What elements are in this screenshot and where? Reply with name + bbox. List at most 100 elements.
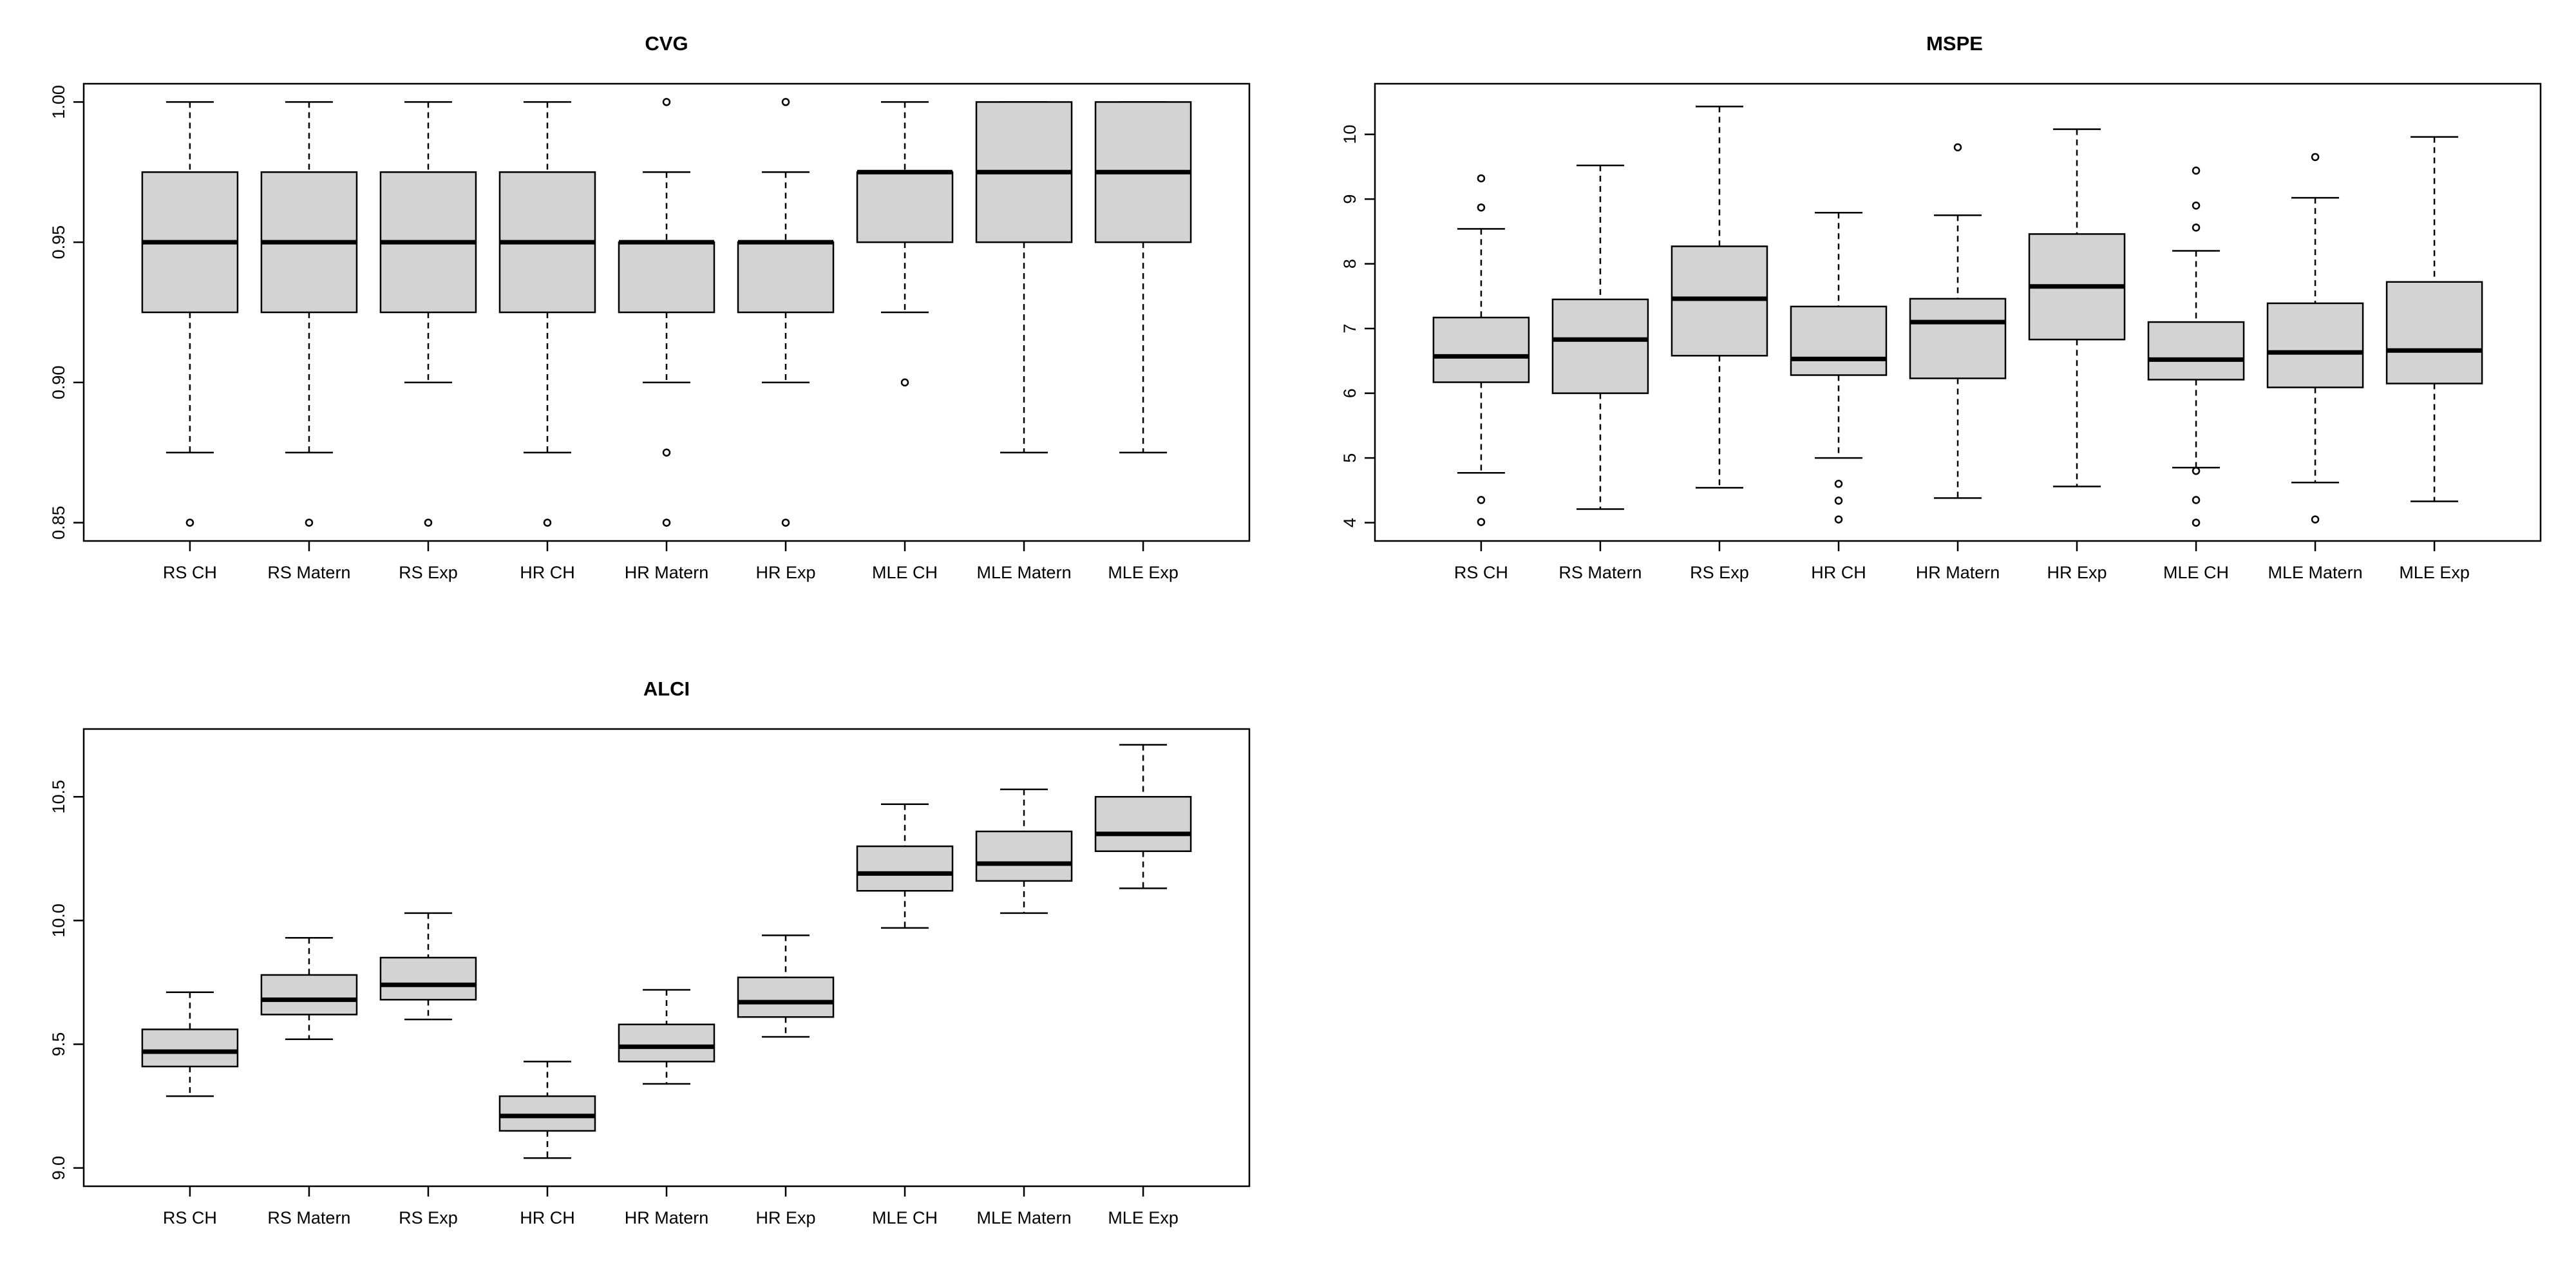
alci-category-label: RS Matern [267,1208,350,1227]
mspe-box-group [1790,211,1888,524]
alci-box-group [141,991,239,1097]
mspe-box [1671,245,1768,357]
mspe-outlier-point [1834,515,1843,524]
cvg-outlier-point [900,378,909,387]
mspe-box [2266,302,2364,388]
cvg-box-group [498,101,596,527]
cvg-box-group [379,101,477,527]
alci-category-label: HR Exp [756,1208,816,1227]
mspe-outlier-point [2311,515,2320,524]
mspe-outlier-point [2192,201,2201,210]
mspe-outlier-point [1477,496,1486,504]
mspe-outlier-point [1834,497,1843,505]
mspe-box [1909,298,2007,379]
alci-title: ALCI [643,677,690,700]
alci-box-group [1094,744,1192,889]
mspe-outlier-point [1834,480,1843,488]
alci-y-tick-label: 10.5 [49,780,68,814]
cvg-box-group [141,101,239,527]
cvg-category-label: MLE Exp [1108,563,1179,582]
mspe-y-tick-label: 9 [1340,194,1359,204]
cvg-panel: CVG 0.85 0.90 0.95 1.00 RS CH RS Matern RS Exp… [49,32,1251,582]
mspe-box-group [1671,106,1768,489]
alci-box [1094,795,1192,853]
mspe-category-label: RS CH [1454,563,1508,582]
alci-y-tick-label: 9.5 [49,1032,68,1057]
mspe-category-label: HR Exp [2047,563,2107,582]
cvg-category-label: RS CH [163,563,217,582]
mspe-box-group [1551,164,1649,510]
cvg-box-group [856,101,954,387]
cvg-category-label: RS Matern [267,563,350,582]
cvg-outlier-point [781,518,790,527]
mspe-title: MSPE [1926,32,1983,55]
mspe-category-label: HR CH [1811,563,1866,582]
alci-category-label: HR CH [520,1208,575,1227]
cvg-outlier-point [185,518,194,527]
cvg-category-label: HR Exp [756,563,816,582]
mspe-outlier-point [2192,223,2201,232]
alci-box-group [498,1061,596,1159]
alci-box [975,830,1073,882]
alci-category-label: HR Matern [625,1208,709,1227]
mspe-outlier-point [1477,203,1486,212]
cvg-y-tick-label: 0.90 [49,366,68,400]
cvg-outlier-point [781,98,790,106]
alci-box-group [618,989,715,1085]
alci-y-tick-label: 10.0 [49,904,68,938]
cvg-category-label: MLE Matern [977,563,1072,582]
mspe-box-group [2266,153,2364,524]
mspe-outlier-point [1477,518,1486,526]
mspe-box [1551,298,1649,394]
cvg-outlier-point [662,448,671,457]
alci-box [618,1023,715,1063]
alci-box-group [260,937,358,1041]
alci-y-tick-label: 9.0 [49,1156,68,1180]
alci-category-label: MLE Exp [1108,1208,1179,1227]
mspe-outlier-point [2192,166,2201,175]
alci-box [737,976,835,1018]
alci-category-label: MLE CH [872,1208,938,1227]
alci-box [856,845,954,892]
cvg-box-group [975,101,1073,453]
mspe-category-label: MLE Matern [2268,563,2363,582]
alci-box [379,956,477,1001]
alci-box-group [975,788,1073,914]
cvg-box [737,241,835,314]
cvg-y-tick-label: 1.00 [49,85,68,119]
alci-category-label: RS Exp [399,1208,458,1227]
mspe-outlier-point [1953,143,1962,151]
mspe-box-group [1432,174,1530,526]
mspe-box-group [2147,166,2245,527]
mspe-outlier-point [2192,518,2201,527]
cvg-y-tick-label: 0.95 [49,225,68,260]
cvg-box-group [1094,101,1192,453]
cvg-outlier-point [543,518,552,527]
alci-box [141,1028,239,1068]
alci-box-group [856,803,954,929]
mspe-category-label: RS Exp [1690,563,1749,582]
alci-box-group [379,912,477,1021]
cvg-box-group [618,98,715,527]
alci-box [498,1095,596,1132]
cvg-category-label: MLE CH [872,563,938,582]
mspe-y-tick-label: 7 [1340,324,1359,334]
mspe-y-tick-label: 4 [1340,518,1359,527]
cvg-category-label: RS Exp [399,563,458,582]
mspe-category-label: MLE CH [2163,563,2229,582]
mspe-box-group [2028,128,2126,488]
mspe-category-label: MLE Exp [2399,563,2470,582]
mspe-box [2147,321,2245,381]
mspe-box [2385,281,2483,384]
cvg-title: CVG [645,32,688,55]
mspe-box-group [2385,136,2483,502]
mspe-y-tick-label: 5 [1340,453,1359,463]
mspe-box-group [1909,143,2007,499]
alci-category-label: RS CH [163,1208,217,1227]
mspe-outlier-point [1477,174,1486,183]
mspe-box [1790,305,1888,376]
mspe-outlier-point [2192,466,2201,475]
alci-panel: ALCI 9.0 9.5 10.0 10.5 RS CH RS Matern RS Exp H… [49,677,1251,1227]
cvg-outlier-point [662,98,671,106]
